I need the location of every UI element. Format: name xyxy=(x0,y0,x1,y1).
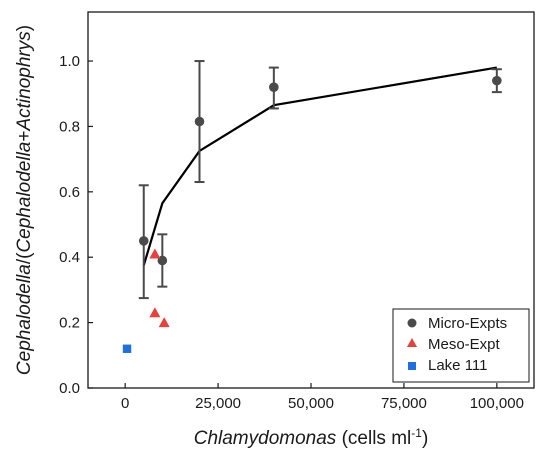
legend-label-micro-expts: Micro-Expts xyxy=(428,315,507,332)
x-tick-label: 25,000 xyxy=(195,395,241,412)
legend-marker-micro-expts xyxy=(407,318,417,328)
data-marks xyxy=(122,75,502,353)
legend-label-lake-111: Lake 111 xyxy=(428,357,488,374)
fit-line-group xyxy=(142,66,498,266)
x-tick-label: 0 xyxy=(121,395,129,412)
point-micro-expts xyxy=(138,236,149,246)
point-micro-expts xyxy=(194,116,205,127)
x-axis-title: Chlamydomonas (cells ml-1) xyxy=(194,426,429,449)
x-tick-label: 50,000 xyxy=(288,395,334,412)
fit-line xyxy=(142,66,498,266)
y-tick-label: 0.6 xyxy=(59,184,80,201)
legend-marker-lake-111 xyxy=(408,362,416,370)
legend-marker-meso-expt xyxy=(407,338,417,347)
y-tick-label: 0.0 xyxy=(59,380,80,397)
y-tick-label: 0.4 xyxy=(59,249,80,266)
y-tick-label: 1.0 xyxy=(59,53,80,70)
x-tick-label: 75,000 xyxy=(381,395,427,412)
point-meso-expt xyxy=(149,307,161,318)
x-tick-label: 100,000 xyxy=(470,395,524,412)
point-meso-expt xyxy=(149,248,161,259)
legend: Micro-Expts Meso-Expt Lake 111 xyxy=(392,308,530,383)
point-lake-111 xyxy=(122,344,132,353)
ticks: 0 25,000 50,000 75,000 100,000 0.0 0.2 0.4 0.6 0.… xyxy=(59,53,524,412)
y-tick-label: 0.8 xyxy=(59,118,80,135)
point-meso-expt xyxy=(158,317,170,328)
y-tick-label: 0.2 xyxy=(59,315,80,332)
y-axis-title: Cephalodella/(Cephalodella+Actinophrys) xyxy=(14,25,35,375)
legend-label-meso-expt: Meso-Expt xyxy=(428,336,501,353)
point-micro-expts xyxy=(492,75,502,86)
point-micro-expts xyxy=(269,82,279,92)
